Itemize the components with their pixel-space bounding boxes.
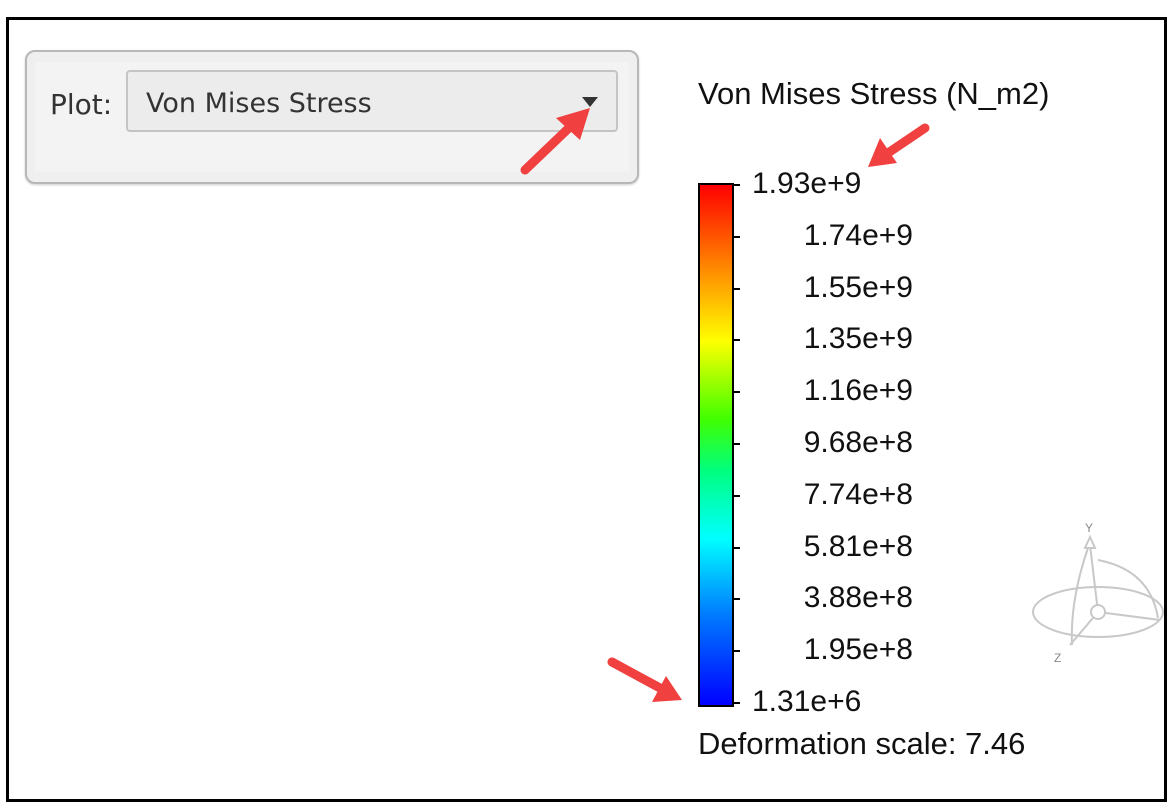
color-bar-label: 9.68e+8	[803, 426, 913, 459]
color-bar-tick	[732, 702, 740, 704]
color-bar-tick	[732, 287, 740, 290]
color-bar-label: 5.81e+8	[803, 529, 913, 563]
color-bar-label: 1.16e+9	[803, 374, 913, 408]
color-bar-label: 1.55e+9	[803, 270, 913, 304]
plot-label: Plot:	[50, 88, 113, 121]
axes-triad-icon: Y Z	[1032, 521, 1164, 665]
plot-dropdown[interactable]: Von Mises Stress	[126, 70, 618, 132]
color-bar-label: 1.95e+8	[803, 633, 913, 667]
deformation-scale: Deformation scale: 7.46	[698, 726, 1026, 761]
red-arrow-annotation	[868, 123, 930, 167]
color-bar-label: 7.74e+8	[803, 477, 913, 511]
legend-title: Von Mises Stress (N_m2)	[698, 76, 1050, 111]
color-bar-tick	[732, 598, 740, 601]
color-bar-label: 1.35e+9	[803, 322, 913, 356]
color-bar-label: 3.88e+8	[803, 581, 913, 615]
color-bar-tick	[732, 184, 740, 186]
triad-y-label: Y	[1085, 521, 1093, 535]
color-bar-tick	[732, 391, 740, 394]
red-arrow-annotation	[520, 108, 590, 175]
color-bar-label: 1.74e+9	[803, 218, 913, 252]
color-bar-tick	[732, 339, 740, 342]
color-bar	[698, 183, 734, 707]
triad-z-label: Z	[1054, 651, 1061, 665]
chevron-down-icon[interactable]	[582, 97, 598, 107]
color-bar-tick	[732, 235, 740, 238]
color-bar-tick	[732, 443, 740, 445]
color-bar-tick	[732, 546, 740, 549]
color-bar-tick	[732, 494, 740, 497]
red-arrow-annotation	[607, 657, 682, 702]
plot-dropdown-value: Von Mises Stress	[146, 88, 372, 119]
color-bar-tick	[732, 650, 740, 653]
color-bar-label: 1.31e+6	[752, 685, 862, 718]
color-bar-label: 1.93e+9	[752, 167, 862, 200]
